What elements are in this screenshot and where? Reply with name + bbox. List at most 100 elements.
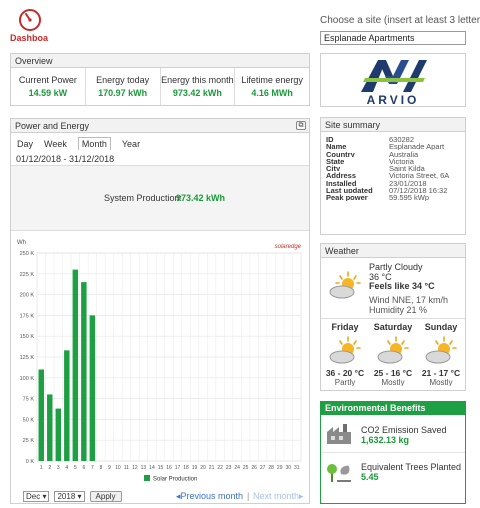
overview-lifetime-energy: Lifetime energy 4.16 MWh <box>235 68 309 106</box>
previous-month-label: Previous month <box>180 491 244 501</box>
x-tick-label: 17 <box>175 465 181 471</box>
tab-day[interactable]: Day <box>17 139 34 149</box>
x-tick-label: 30 <box>285 465 291 471</box>
x-tick-label: 8 <box>99 465 102 471</box>
forecast-day: Friday 36 - 20 °C Partly <box>321 322 369 386</box>
overview-panel: Overview Current Power 14.59 kW Energy t… <box>10 53 310 106</box>
next-month-label: Next month <box>253 491 300 501</box>
summary-row: ID 630282 <box>326 135 460 142</box>
overview-title: Overview <box>11 54 309 68</box>
weather-divider <box>321 318 465 319</box>
chevron-down-icon: ▾ <box>77 492 82 501</box>
summary-row: Address Victoria Street, 6A <box>326 171 460 178</box>
summary-value: 630282 <box>389 135 415 143</box>
weather-humidity: Humidity 21 % <box>369 305 428 315</box>
y-tick-label: 100 K <box>20 376 35 382</box>
forecast-condition: Partly <box>334 378 356 386</box>
forecast-day-label: Saturday <box>373 322 413 332</box>
env-divider <box>321 452 465 453</box>
month-select[interactable]: Dec ▾ <box>23 491 50 502</box>
summary-key: Installed <box>326 178 357 187</box>
x-tick-label: 23 <box>226 465 232 471</box>
x-tick-label: 3 <box>57 465 60 471</box>
site-summary-title: Site summary <box>321 118 465 132</box>
site-search-input[interactable] <box>320 31 466 45</box>
x-tick-label: 7 <box>91 465 94 471</box>
partly-cloudy-icon <box>329 336 361 364</box>
expand-icon[interactable]: ⧉ <box>296 121 306 130</box>
bar <box>72 269 79 461</box>
production-label: System Production: <box>104 193 183 203</box>
overview-energy-today: Energy today 170.97 kWh <box>86 68 161 106</box>
y-tick-label: 25 K <box>23 438 35 444</box>
x-tick-label: 13 <box>141 465 147 471</box>
environmental-benefits-panel: Environmental Benefits CO2 Emission Save… <box>320 401 466 504</box>
year-select[interactable]: 2018 ▾ <box>54 491 85 502</box>
dashboard-gauge-icon[interactable] <box>18 8 42 32</box>
x-tick-label: 26 <box>251 465 257 471</box>
x-tick-label: 31 <box>294 465 300 471</box>
legend-swatch <box>144 475 150 481</box>
x-tick-label: 11 <box>124 465 129 471</box>
tab-week[interactable]: Week <box>44 139 67 149</box>
summary-key: ID <box>326 135 334 143</box>
summary-key: Country <box>326 149 355 157</box>
weather-wind: Wind NNE, 17 km/h <box>369 295 449 305</box>
overview-value: 4.16 MWh <box>251 88 293 98</box>
env-benefits-title: Environmental Benefits <box>321 402 465 415</box>
summary-row: Last updated 07/12/2018 16:32 <box>326 186 460 193</box>
x-tick-label: 12 <box>132 465 138 471</box>
x-tick-label: 1 <box>40 465 43 471</box>
x-tick-label: 22 <box>217 465 223 471</box>
choose-site-label: Choose a site (insert at least 3 letters <box>320 15 480 26</box>
tab-month[interactable]: Month <box>77 137 111 150</box>
forecast-temp: 25 - 16 °C <box>373 368 413 378</box>
x-tick-label: 16 <box>166 465 172 471</box>
weather-title: Weather <box>321 244 465 258</box>
dashboard-label[interactable]: Dashboa <box>10 33 49 43</box>
summary-row: Peak power 59.595 kWp <box>326 193 460 200</box>
next-month-link[interactable]: Next month▸ <box>253 491 304 502</box>
summary-value: Victoria <box>389 156 414 165</box>
overview-label: Energy today <box>96 75 150 85</box>
weather-condition: Partly Cloudy <box>369 262 423 272</box>
previous-month-link[interactable]: ◂Previous month <box>176 491 243 502</box>
y-tick-label: 175 K <box>20 313 35 319</box>
tree-icon <box>327 464 351 482</box>
summary-value: Victoria Street, 6A <box>389 171 450 179</box>
tab-year[interactable]: Year <box>121 139 141 149</box>
partly-cloudy-icon <box>425 336 457 364</box>
chevron-right-icon: ▸ <box>299 491 304 501</box>
y-axis-label: Wh <box>17 240 26 246</box>
bar <box>47 394 53 461</box>
forecast-condition: Mostly <box>429 378 453 386</box>
apply-button[interactable]: Apply <box>89 491 122 502</box>
x-tick-label: 15 <box>158 465 164 471</box>
forecast-day-label: Sunday <box>424 322 458 332</box>
summary-key: City <box>326 164 341 172</box>
summary-value: Australia <box>389 149 419 157</box>
arvio-logo-icon: ARVIO <box>361 60 427 107</box>
partly-cloudy-icon <box>377 336 409 364</box>
legend-label: Solar Production <box>153 477 197 483</box>
x-tick-label: 27 <box>260 465 266 471</box>
y-tick-label: 0 K <box>26 459 35 465</box>
bar <box>64 350 70 461</box>
production-chart: 0 K 25 K 50 K 75 K 100 K 125 K 150 K 175 K 200 K… <box>17 240 302 483</box>
power-energy-title: Power and Energy <box>11 119 309 133</box>
x-tick-label: 18 <box>183 465 189 471</box>
company-logo: ARVIO <box>320 53 466 107</box>
weather-feels-like: Feels like 34 °C <box>369 281 435 291</box>
production-summary: System Production: 973.42 kWh <box>11 165 309 231</box>
bar <box>89 315 96 461</box>
summary-row: State Victoria <box>326 157 460 164</box>
overview-energy-month: Energy this month 973.42 kWh <box>161 68 236 106</box>
overview-value: 170.97 kWh <box>98 88 148 98</box>
x-tick-label: 19 <box>192 465 198 471</box>
month-select-value: Dec <box>26 492 41 501</box>
overview-value: 973.42 kWh <box>172 88 222 98</box>
summary-row: Installed 23/01/2018 <box>326 179 460 186</box>
x-tick-label: 2 <box>48 465 51 471</box>
y-tick-label: 125 K <box>20 355 35 361</box>
forecast-day: Sunday 21 - 17 °C Mostly <box>417 322 465 386</box>
